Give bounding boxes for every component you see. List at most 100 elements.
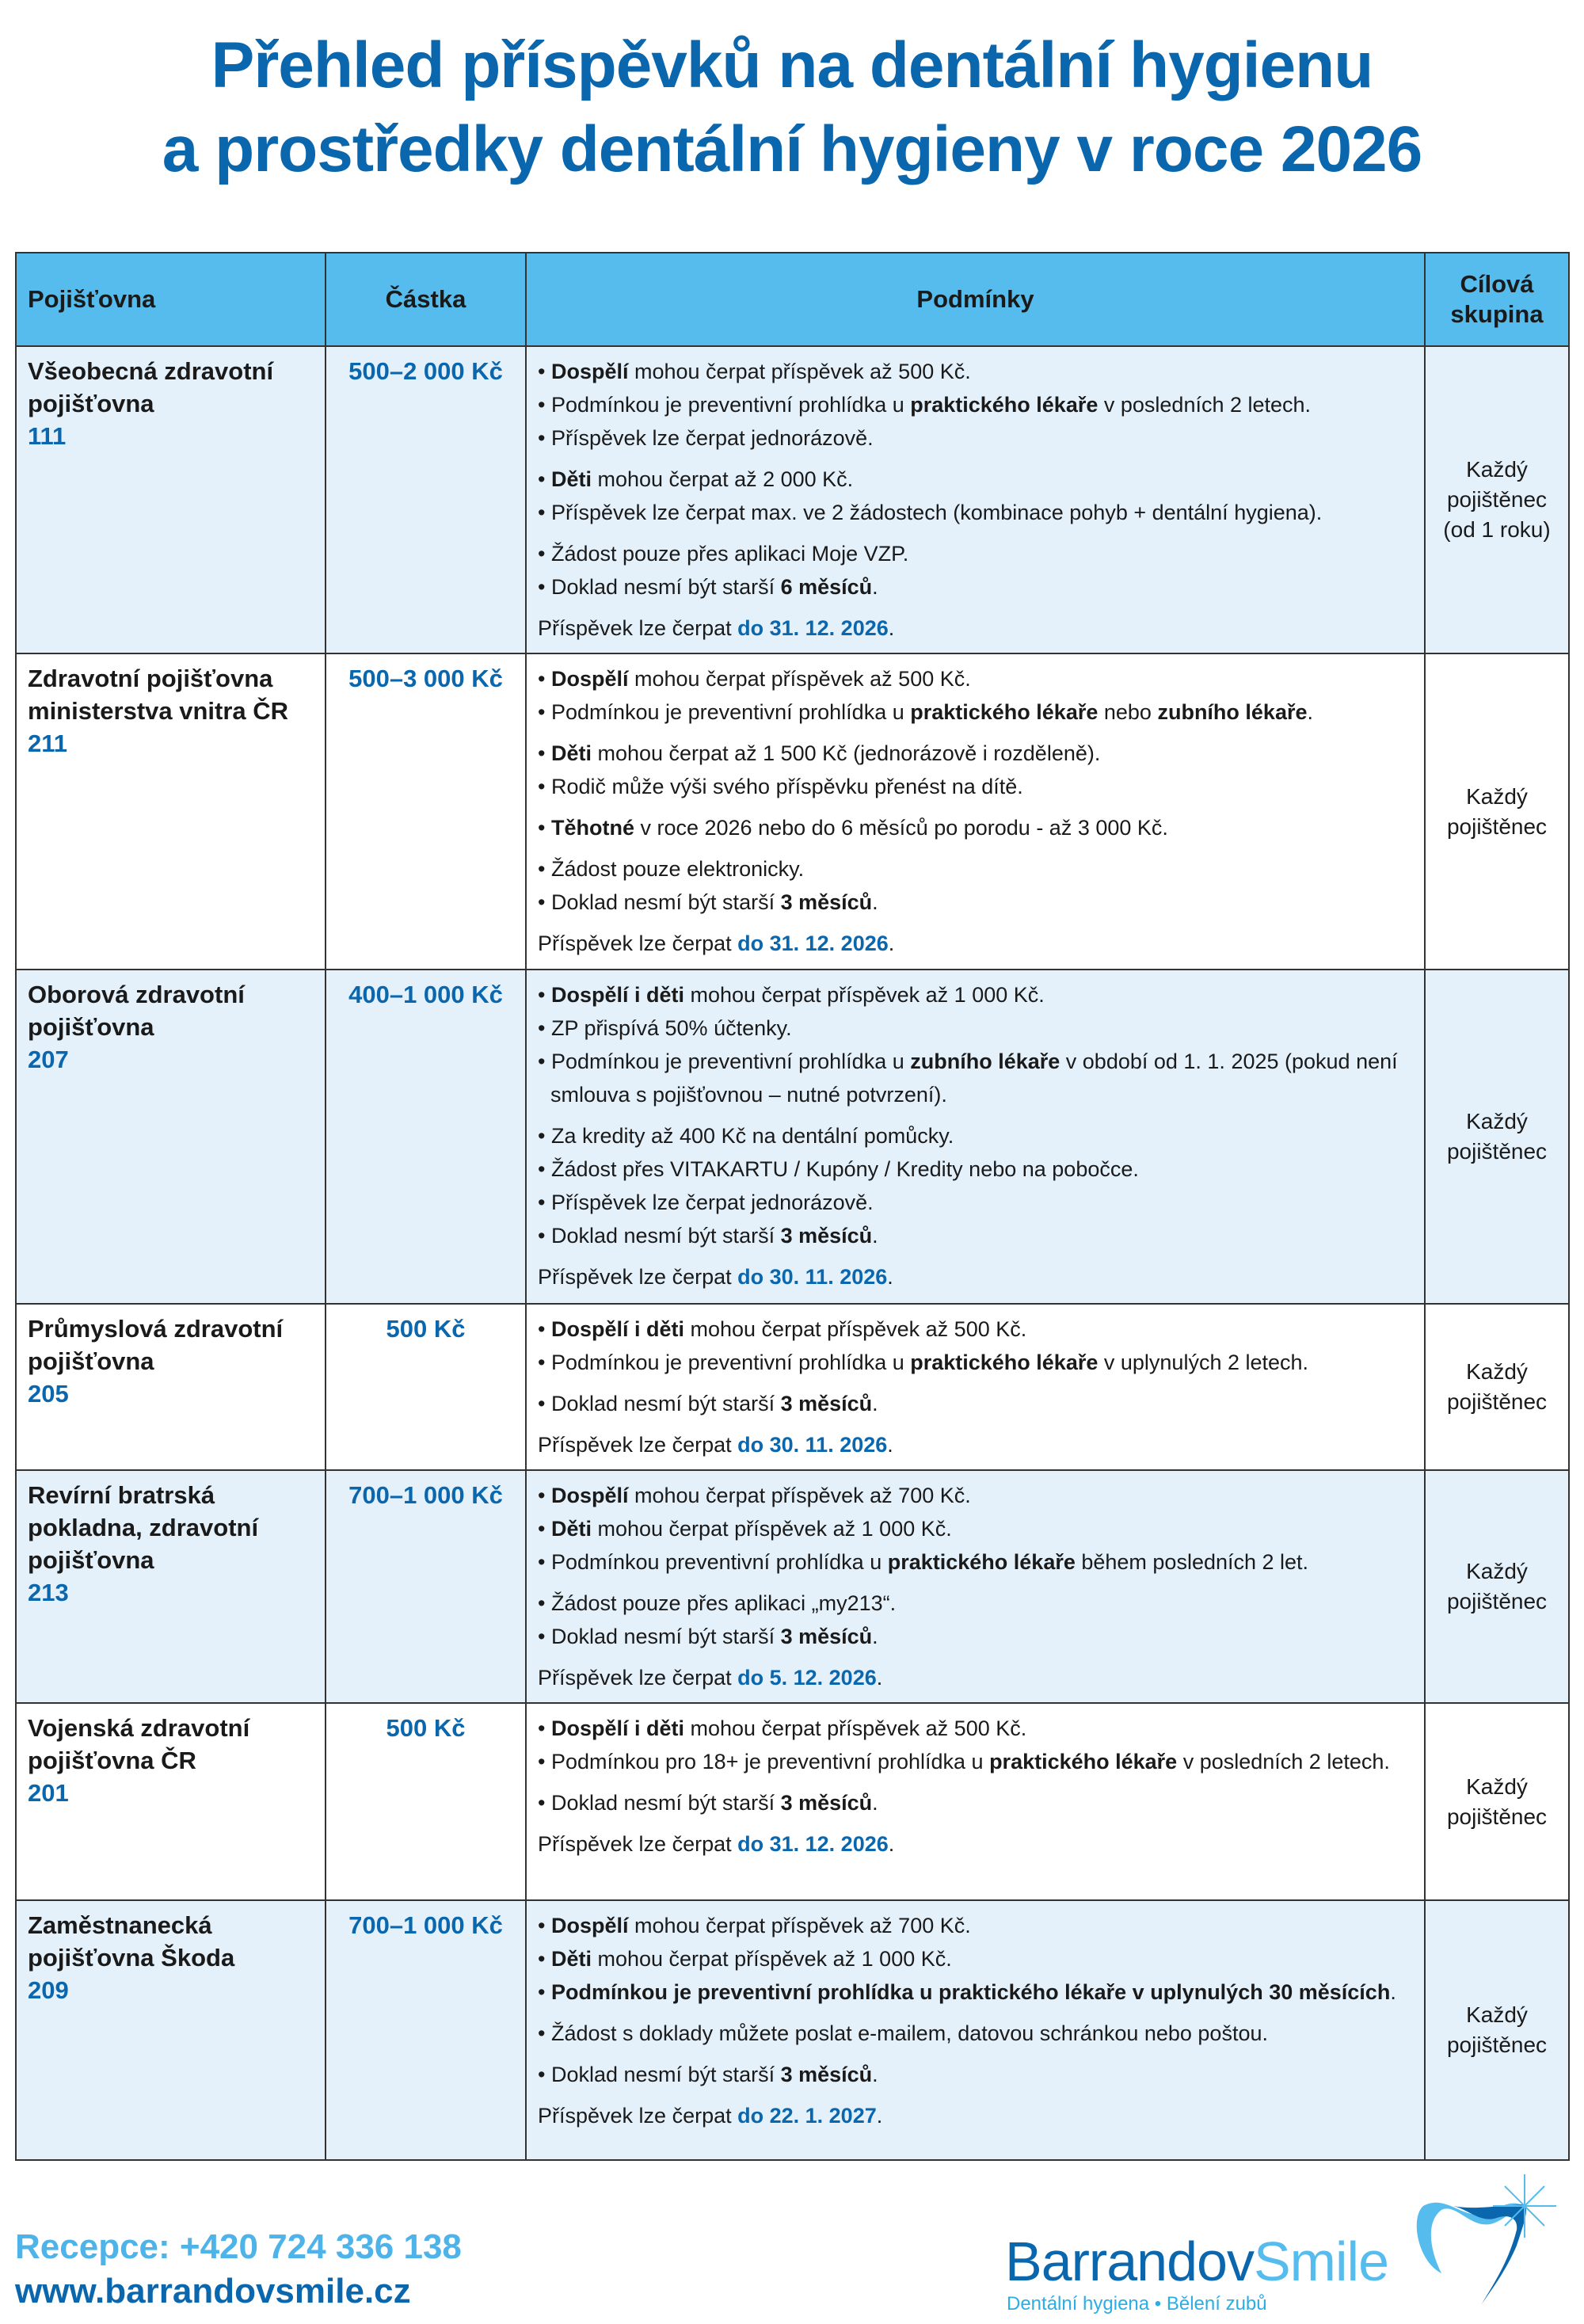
conditions-cell: • Dospělí i děti mohou čerpat příspěvek …	[525, 969, 1426, 1305]
condition-group: • Žádost pouze elektronicky. • Doklad nes…	[538, 852, 1413, 919]
condition-text: .	[872, 1392, 878, 1415]
insurer-cell: Vojenská zdravotní pojišťovna ČR 201	[15, 1702, 326, 1901]
table-row: Oborová zdravotní pojišťovna 207 400–1 000…	[15, 969, 1570, 1305]
condition-text: Příspěvek lze čerpat	[538, 2104, 738, 2128]
condition-item: • ZP přispívá 50% účtenky.	[538, 1016, 792, 1040]
insurer-name: Oborová zdravotní pojišťovna	[28, 981, 245, 1041]
condition-text: Příspěvek lze čerpat	[538, 932, 738, 955]
condition-item: • Příspěvek lze čerpat jednorázově.	[538, 426, 874, 450]
condition-text: mohou čerpat příspěvek až 700 Kč.	[628, 1914, 971, 1937]
target-group-cell: Každý pojištěnec	[1424, 653, 1570, 970]
condition-text: během posledních 2 let.	[1075, 1550, 1309, 1574]
condition-text: zubního lékaře	[910, 1050, 1060, 1073]
condition-text: Příspěvek lze čerpat	[538, 1265, 738, 1289]
condition-group: • Doklad nesmí být starší 3 měsíců.	[538, 1387, 1413, 1420]
condition-item: • Podmínkou je preventivní prohlídka u p…	[538, 1351, 1309, 1374]
condition-item: • Doklad nesmí být starší 3 měsíců.	[538, 1224, 878, 1248]
condition-text: Podmínkou preventivní prohlídka u	[550, 1550, 888, 1574]
condition-item: • Za kredity až 400 Kč na dentální pomůc…	[538, 1124, 954, 1148]
condition-item: • Děti mohou čerpat příspěvek až 1 000 K…	[538, 1517, 952, 1541]
condition-text: .	[872, 1791, 878, 1815]
condition-text: Dospělí i děti	[550, 1317, 684, 1341]
conditions-cell: • Dospělí mohou čerpat příspěvek až 500 …	[525, 653, 1426, 970]
condition-text: Děti	[550, 741, 592, 765]
condition-text: praktického lékaře	[910, 393, 1099, 417]
condition-text: zubního lékaře	[1157, 700, 1308, 724]
condition-item: • Doklad nesmí být starší 3 měsíců.	[538, 2063, 878, 2086]
condition-text: .	[1390, 1980, 1396, 2004]
header-conditions: Podmínky	[525, 252, 1426, 347]
deadline-date: do 30. 11. 2026	[737, 1433, 888, 1457]
condition-item: • Příspěvek lze čerpat max. ve 2 žádoste…	[538, 501, 1323, 524]
deadline: Příspěvek lze čerpat do 31. 12. 2026.	[538, 1827, 1413, 1861]
condition-text: Doklad nesmí být starší	[550, 2063, 781, 2086]
condition-text: v posledních 2 letech.	[1177, 1750, 1390, 1773]
condition-text: Žádost pouze přes aplikaci Moje VZP.	[550, 542, 909, 566]
deadline-date: do 30. 11. 2026	[737, 1265, 888, 1289]
condition-text: .	[872, 1625, 878, 1648]
condition-group: • Dospělí i děti mohou čerpat příspěvek …	[538, 1312, 1413, 1379]
condition-text: Příspěvek lze čerpat	[538, 1666, 738, 1690]
condition-text: Příspěvek lze čerpat max. ve 2 žádostech…	[550, 501, 1323, 524]
condition-text: .	[872, 1224, 878, 1248]
condition-text: mohou čerpat příspěvek až 1 000 Kč.	[684, 983, 1045, 1007]
deadline: Příspěvek lze čerpat do 31. 12. 2026.	[538, 927, 1413, 960]
condition-text: mohou čerpat až 2 000 Kč.	[591, 467, 854, 491]
condition-text: 3 měsíců	[780, 1224, 873, 1248]
condition-item: • Dospělí i děti mohou čerpat příspěvek …	[538, 1716, 1027, 1740]
condition-item: • Doklad nesmí být starší 3 měsíců.	[538, 1625, 878, 1648]
condition-text: .	[1307, 700, 1314, 724]
amount-cell: 400–1 000 Kč	[325, 969, 527, 1305]
condition-group: • Dospělí mohou čerpat příspěvek až 500 …	[538, 355, 1413, 455]
condition-text: .	[887, 1265, 893, 1289]
target-group-cell: Každý pojištěnec	[1424, 1702, 1570, 1901]
condition-text: Těhotné	[550, 816, 634, 840]
condition-text: Dospělí i děti	[550, 983, 684, 1007]
deadline-date: do 31. 12. 2026	[737, 1832, 889, 1856]
condition-item: • Doklad nesmí být starší 3 měsíců.	[538, 890, 878, 914]
amount-cell: 500–2 000 Kč	[325, 345, 527, 654]
condition-group: • Dospělí mohou čerpat příspěvek až 700 …	[538, 1479, 1413, 1579]
logo-tagline: Dentální hygiena • Bělení zubů	[1007, 2293, 1267, 2314]
condition-text: 3 měsíců	[780, 1392, 873, 1415]
condition-group: • Za kredity až 400 Kč na dentální pomůc…	[538, 1119, 1413, 1252]
condition-item: • Žádost pouze přes aplikaci „my213“.	[538, 1591, 897, 1615]
conditions-cell: • Dospělí mohou čerpat příspěvek až 500 …	[525, 345, 1426, 654]
insurer-name: Vojenská zdravotní pojišťovna ČR	[28, 1714, 250, 1774]
condition-item: • Dospělí mohou čerpat příspěvek až 500 …	[538, 667, 971, 691]
condition-item: • Děti mohou čerpat až 1 500 Kč (jednorá…	[538, 741, 1101, 765]
amount-cell: 700–1 000 Kč	[325, 1899, 527, 2161]
barrandov-smile-logo: BarrandovSmile Dentální hygiena • Bělení…	[1002, 2174, 1572, 2317]
condition-text: Doklad nesmí být starší	[550, 575, 781, 599]
condition-text: Podmínkou je preventivní prohlídka u	[550, 1351, 911, 1374]
condition-item: • Děti mohou čerpat příspěvek až 1 000 K…	[538, 1947, 952, 1971]
insurer-code: 205	[28, 1380, 69, 1408]
insurer-cell: Oborová zdravotní pojišťovna 207	[15, 969, 326, 1305]
condition-text: Žádost pouze přes aplikaci „my213“.	[550, 1591, 897, 1615]
condition-text: Doklad nesmí být starší	[550, 890, 781, 914]
condition-text: Dospělí	[550, 360, 629, 383]
amount-cell: 700–1 000 Kč	[325, 1469, 527, 1704]
page-title: Přehled příspěvků na dentální hygienu a …	[0, 24, 1584, 192]
condition-text: Dospělí	[550, 1484, 629, 1507]
condition-text: praktického lékaře	[989, 1750, 1178, 1773]
condition-text: Podmínkou je preventivní prohlídka u pra…	[550, 1980, 1391, 2004]
amount-cell: 500–3 000 Kč	[325, 653, 527, 970]
website-link[interactable]: www.barrandovsmile.cz	[15, 2272, 411, 2311]
condition-text: v období od 1. 1. 2025 (pokud není smlou…	[550, 1050, 1398, 1107]
condition-text: mohou čerpat příspěvek až 500 Kč.	[628, 360, 971, 383]
table-row: Zaměstnanecká pojišťovna Škoda 209 700–1 0…	[15, 1899, 1570, 2161]
condition-text: mohou čerpat příspěvek až 500 Kč.	[628, 667, 971, 691]
condition-text: Příspěvek lze čerpat	[538, 1832, 738, 1856]
logo-text-smile: Smile	[1253, 2231, 1389, 2292]
deadline: Příspěvek lze čerpat do 31. 12. 2026.	[538, 611, 1413, 645]
condition-item: • Dospělí mohou čerpat příspěvek až 700 …	[538, 1914, 971, 1937]
table-row: Všeobecná zdravotní pojišťovna 111 500–2 0…	[15, 345, 1570, 654]
condition-item: • Podmínkou je preventivní prohlídka u p…	[538, 700, 1314, 724]
condition-item: • Žádost pouze přes aplikaci Moje VZP.	[538, 542, 909, 566]
condition-text: Dospělí	[550, 667, 629, 691]
condition-group: • Děti mohou čerpat až 2 000 Kč. • Příspě…	[538, 463, 1413, 529]
condition-text: .	[888, 616, 895, 640]
condition-text: Podmínkou je preventivní prohlídka u	[550, 1050, 911, 1073]
insurer-name: Zdravotní pojišťovna ministerstva vnitra…	[28, 665, 289, 725]
